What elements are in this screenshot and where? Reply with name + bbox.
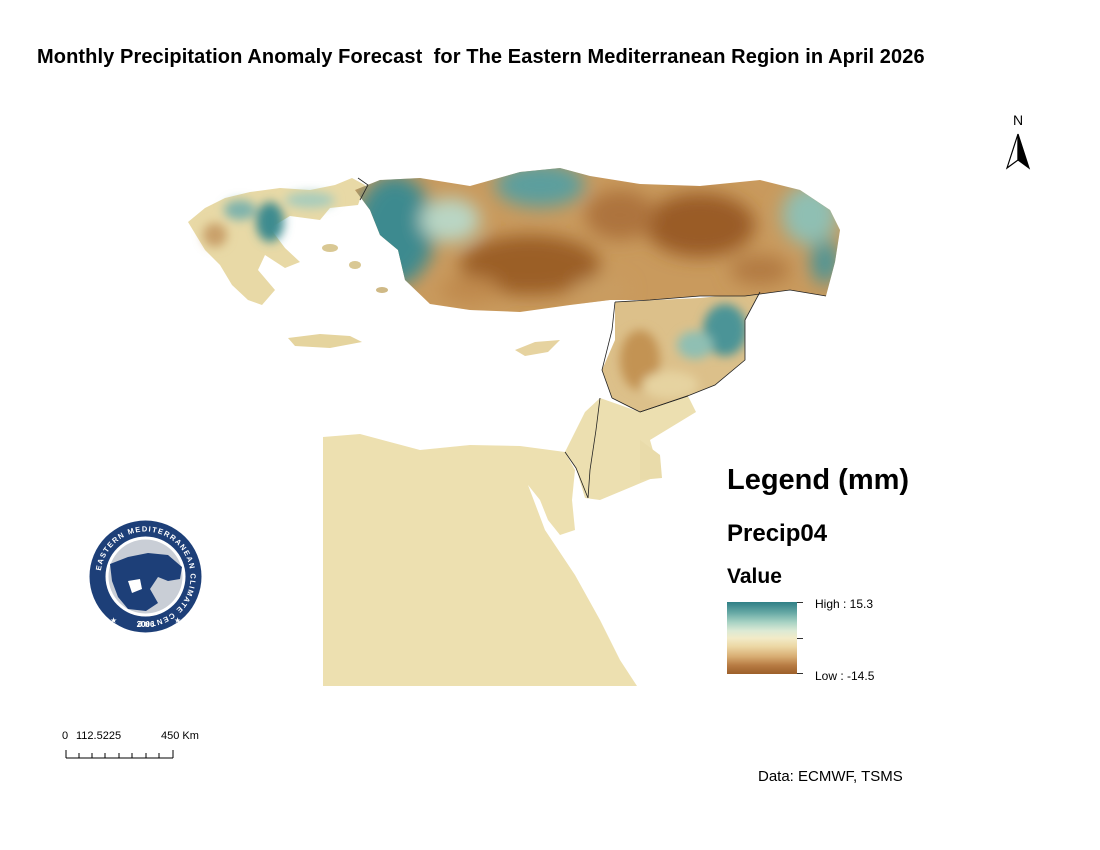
scale-label: 450 Km <box>161 730 199 742</box>
star-icon: ★ <box>174 616 181 625</box>
north-arrow-icon <box>1005 133 1031 170</box>
legend-low-label: Low : -14.5 <box>815 669 875 683</box>
eastern-mediterranean-climate-centre-logo: EASTERN MEDITERRANEAN CLIMATE CENTRE 200… <box>89 520 202 633</box>
country-borders <box>357 177 827 499</box>
arabia-fragment <box>640 440 662 480</box>
legend-color-ramp <box>727 602 797 674</box>
egypt-region <box>323 434 637 686</box>
cyprus-island <box>515 340 560 356</box>
scale-label: 0 <box>62 730 69 742</box>
map-title: Monthly Precipitation Anomaly Forecast f… <box>37 46 925 68</box>
levant-south-region <box>565 396 696 500</box>
logo-year: 2006 <box>137 620 155 629</box>
legend-high-label: High : 15.3 <box>815 597 874 611</box>
legend-field-name: Value <box>727 565 782 588</box>
legend-layer-name: Precip04 <box>727 520 828 547</box>
legend: Legend (mm) Precip04 Value High : 15.3 L… <box>727 462 1027 692</box>
legend-heading: Legend (mm) <box>727 464 910 496</box>
legend-tick <box>797 602 803 603</box>
scale-bar: 0 112.5225 450 Km <box>62 730 222 770</box>
legend-tick <box>797 638 803 639</box>
north-arrow-label: N <box>1012 112 1024 128</box>
north-arrow: N <box>1003 112 1033 174</box>
aegean-island <box>349 261 361 269</box>
data-credit: Data: ECMWF, TSMS <box>758 768 903 785</box>
aegean-island <box>376 287 388 293</box>
scale-label: 112.5225 <box>76 730 122 742</box>
crete-island <box>288 334 362 348</box>
aegean-island <box>322 244 338 252</box>
scale-bar-ruler <box>65 750 174 759</box>
legend-tick <box>797 673 803 674</box>
star-icon: ★ <box>110 616 117 625</box>
